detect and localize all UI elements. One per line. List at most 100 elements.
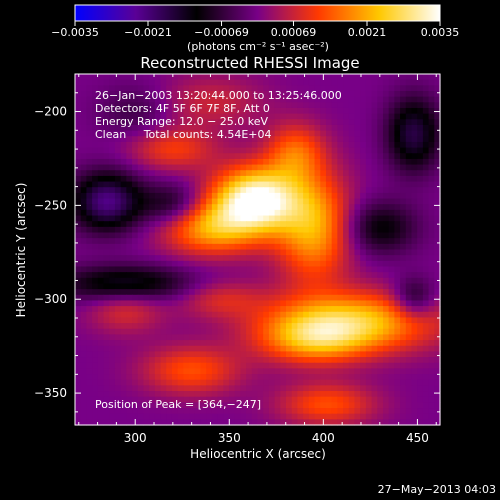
heatmap-cell [97, 272, 105, 279]
heatmap-cell [388, 272, 395, 279]
heatmap-cell [189, 79, 196, 86]
heatmap-cell [337, 175, 344, 183]
heatmap-cell [257, 79, 264, 86]
heatmap-cell [331, 374, 338, 381]
heatmap-cell [286, 289, 293, 296]
heatmap-cell [137, 238, 145, 245]
heatmap-cell [348, 413, 356, 420]
heatmap-cell [422, 374, 430, 381]
heatmap-cell [280, 136, 287, 143]
heatmap-cell [417, 221, 424, 228]
heatmap-cell [126, 419, 133, 426]
heatmap-cell [183, 402, 190, 409]
heatmap-cell [160, 232, 167, 239]
heatmap-cell [234, 136, 241, 143]
heatmap-cell [308, 238, 316, 245]
heatmap-cell [143, 90, 150, 98]
heatmap-cell [371, 283, 378, 290]
heatmap-cell [388, 158, 395, 166]
heatmap-cell [114, 79, 122, 86]
heatmap-cell [217, 90, 224, 98]
heatmap-cell [303, 215, 310, 222]
heatmap-cell [354, 226, 361, 234]
heatmap-cell [92, 158, 99, 166]
heatmap-cell [166, 102, 173, 109]
heatmap-cell [365, 221, 373, 228]
heatmap-cell [263, 294, 270, 302]
heatmap-cell [382, 413, 390, 420]
heatmap-cell [343, 385, 350, 392]
heatmap-cell [354, 266, 361, 273]
heatmap-cell [143, 272, 150, 279]
heatmap-cell [297, 181, 304, 188]
heatmap-cell [314, 277, 321, 285]
heatmap-cell [132, 96, 139, 103]
heatmap-cell [394, 85, 401, 92]
heatmap-cell [114, 391, 122, 398]
heatmap-cell [388, 283, 395, 290]
heatmap-cell [80, 323, 87, 330]
heatmap-cell [303, 340, 310, 347]
heatmap-cell [97, 357, 105, 364]
heatmap-cell [274, 232, 281, 239]
heatmap-cell [382, 79, 390, 86]
heatmap-cell [189, 238, 196, 245]
heatmap-cell [348, 153, 356, 160]
heatmap-cell [171, 362, 179, 369]
heatmap-cell [143, 147, 150, 154]
heatmap-cell [103, 289, 110, 296]
heatmap-cell [331, 317, 338, 324]
heatmap-cell [422, 85, 430, 92]
heatmap-cell [268, 209, 276, 217]
heatmap-cell [177, 340, 184, 347]
heatmap-cell [171, 136, 179, 143]
heatmap-cell [86, 260, 93, 268]
heatmap-cell [223, 311, 230, 319]
heatmap-cell [109, 130, 116, 137]
heatmap-cell [343, 221, 350, 228]
heatmap-cell [143, 323, 150, 330]
heatmap-cell [92, 209, 99, 217]
heatmap-cell [80, 277, 87, 285]
heatmap-cell [325, 260, 333, 268]
heatmap-cell [417, 379, 424, 386]
heatmap-cell [314, 294, 321, 302]
heatmap-cell [97, 402, 105, 409]
heatmap-cell [137, 209, 145, 217]
heatmap-cell [92, 102, 99, 109]
heatmap-cell [286, 85, 293, 92]
heatmap-cell [331, 226, 338, 234]
heatmap-cell [320, 340, 327, 347]
heatmap-cell [394, 402, 401, 409]
heatmap-cell [371, 357, 378, 364]
heatmap-cell [405, 277, 413, 285]
heatmap-cell [137, 266, 145, 273]
heatmap-cell [154, 96, 162, 103]
heatmap-cell [132, 249, 139, 256]
heatmap-cell [411, 79, 418, 86]
heatmap-cell [274, 345, 281, 352]
heatmap-cell [137, 170, 145, 177]
heatmap-cell [189, 340, 196, 347]
heatmap-cell [422, 266, 430, 273]
heatmap-cell [291, 323, 299, 330]
heatmap-cell [360, 340, 367, 347]
heatmap-cell [280, 74, 287, 81]
heatmap-cell [405, 243, 413, 251]
heatmap-cell [86, 249, 93, 256]
heatmap-cell [206, 209, 213, 217]
heatmap-cell [75, 351, 82, 358]
heatmap-cell [354, 107, 361, 115]
heatmap-cell [154, 153, 162, 160]
heatmap-cell [251, 323, 259, 330]
heatmap-cell [120, 374, 127, 381]
heatmap-cell [360, 85, 367, 92]
heatmap-cell [217, 328, 224, 336]
heatmap-cell [200, 153, 207, 160]
heatmap-cell [109, 119, 116, 126]
heatmap-cell [337, 181, 344, 188]
heatmap-cell [428, 255, 435, 262]
heatmap-cell [434, 334, 441, 341]
heatmap-cell [411, 221, 418, 228]
heatmap-cell [171, 249, 179, 256]
